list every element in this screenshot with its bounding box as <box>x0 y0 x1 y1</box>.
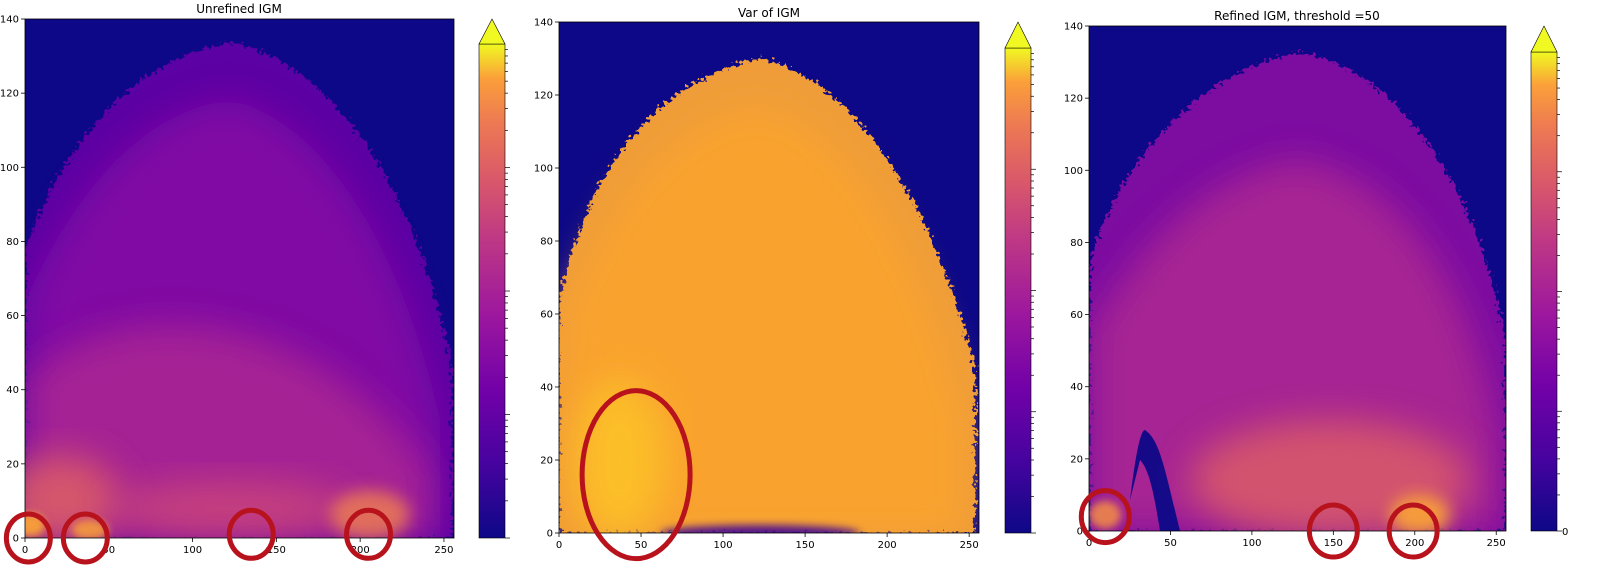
highlight-circle <box>344 507 394 561</box>
y-tick-label: 20 <box>540 456 553 467</box>
x-tick-label: 0 <box>556 540 562 551</box>
x-tick-label: 100 <box>183 545 202 556</box>
colorbar-clipped-label: 0 <box>1562 527 1568 538</box>
y-tick-label: 60 <box>6 311 19 322</box>
y-tick-label: 20 <box>1070 454 1083 465</box>
y-axis: 0 20 40 60 80 100 120 140 <box>0 15 25 545</box>
x-tick-label: 250 <box>960 540 979 551</box>
y-tick-label: 120 <box>0 89 19 100</box>
highlight-circle <box>1386 502 1440 560</box>
x-tick-label: 150 <box>796 540 815 551</box>
highlight-circle <box>579 388 693 562</box>
x-tick-label: 150 <box>267 545 286 556</box>
highlight-circle <box>60 511 110 565</box>
y-tick-label: 60 <box>540 310 553 321</box>
y-tick-label: 40 <box>6 385 19 396</box>
y-tick-label: 0 <box>1077 527 1083 538</box>
y-tick-label: 80 <box>540 237 553 248</box>
highlight-circle <box>1306 502 1360 560</box>
heatmap-image <box>1089 26 1506 531</box>
x-tick-label: 200 <box>351 545 370 556</box>
y-tick-label: 140 <box>1064 22 1083 33</box>
y-tick-label: 40 <box>540 383 553 394</box>
colorbar <box>478 18 510 539</box>
x-tick-label: 200 <box>1405 538 1424 549</box>
y-tick-label: 80 <box>6 237 19 248</box>
x-tick-label: 250 <box>434 545 453 556</box>
y-tick-label: 100 <box>534 164 553 175</box>
x-tick-label: 50 <box>102 545 115 556</box>
colorbar <box>1004 21 1036 534</box>
x-tick-label: 50 <box>635 540 648 551</box>
y-tick-label: 120 <box>1064 94 1083 105</box>
y-tick-label: 100 <box>1064 166 1083 177</box>
highlight-circle <box>1078 488 1132 546</box>
panel-title: Unrefined IGM <box>196 2 282 16</box>
heatmap-image <box>559 22 979 533</box>
y-tick-label: 100 <box>0 163 19 174</box>
x-tick-label: 200 <box>878 540 897 551</box>
panel-title: Var of IGM <box>738 6 800 20</box>
y-tick-label: 40 <box>1070 382 1083 393</box>
y-tick-label: 140 <box>0 15 19 26</box>
x-axis: 0 50 100 150 200 250 <box>556 533 979 551</box>
y-tick-label: 60 <box>1070 310 1083 321</box>
x-tick-label: 100 <box>1242 538 1261 549</box>
panel-unrefined-igm: Unrefined IGM 0 50 100 150 200 250 0 20 40 60 80 1… <box>0 2 510 565</box>
x-tick-label: 150 <box>1324 538 1343 549</box>
panel-refined-igm: Refined IGM, threshold =50 0 50 100 150 200 2… <box>1064 9 1568 560</box>
x-tick-label: 0 <box>1086 538 1092 549</box>
x-tick-label: 100 <box>714 540 733 551</box>
x-tick-label: 50 <box>1164 538 1177 549</box>
panel-title: Refined IGM, threshold =50 <box>1214 9 1380 23</box>
x-tick-label: 0 <box>22 545 28 556</box>
x-axis: 0 50 100 150 200 250 <box>1086 531 1506 549</box>
y-axis: 0 20 40 60 80 100 120 140 <box>534 18 559 540</box>
highlight-circle <box>226 507 276 561</box>
y-tick-label: 120 <box>534 91 553 102</box>
y-tick-label: 0 <box>547 529 553 540</box>
y-tick-label: 0 <box>13 534 19 545</box>
panel-var-of-igm: Var of IGM 0 50 100 150 200 250 0 20 40 60 80 100 1… <box>534 6 1036 562</box>
colorbar: 0 <box>1530 25 1568 538</box>
heatmap-image <box>25 19 454 538</box>
y-tick-label: 20 <box>6 459 19 470</box>
y-axis: 0 20 40 60 80 100 120 140 <box>1064 22 1089 538</box>
y-tick-label: 140 <box>534 18 553 29</box>
x-tick-label: 250 <box>1487 538 1506 549</box>
highlight-circle <box>3 511 53 565</box>
y-tick-label: 80 <box>1070 238 1083 249</box>
